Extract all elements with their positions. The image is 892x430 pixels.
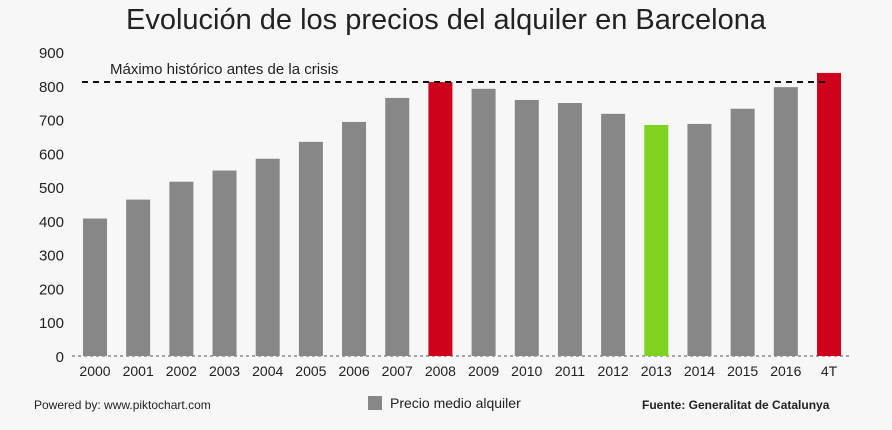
bar-2016 bbox=[773, 87, 798, 356]
bar-2013 bbox=[644, 124, 669, 357]
x-tick-label: 2008 bbox=[425, 363, 456, 379]
bar-4T bbox=[817, 72, 841, 356]
x-tick-label: 2007 bbox=[382, 363, 413, 379]
x-tick-label: 2006 bbox=[338, 363, 369, 379]
bar-2004 bbox=[255, 158, 280, 356]
legend-swatch bbox=[368, 396, 382, 410]
bar-2010 bbox=[514, 99, 539, 356]
bar-2003 bbox=[212, 170, 237, 356]
bar-2006 bbox=[342, 121, 367, 356]
x-tick-label: 4T bbox=[821, 363, 838, 379]
y-tick-label: 100 bbox=[39, 315, 64, 332]
bar-2008 bbox=[428, 82, 453, 356]
y-tick-label: 500 bbox=[39, 180, 64, 197]
bar-2009 bbox=[471, 88, 496, 356]
bar-2014 bbox=[687, 123, 712, 357]
y-tick-label: 0 bbox=[56, 349, 64, 366]
legend-label: Precio medio alquiler bbox=[390, 395, 521, 411]
bar-2012 bbox=[601, 113, 626, 357]
y-tick-label: 800 bbox=[39, 79, 64, 96]
y-tick-label: 700 bbox=[39, 113, 64, 130]
bar-2015 bbox=[730, 108, 755, 356]
reference-line-label: Máximo histórico antes de la crisis bbox=[110, 61, 338, 78]
powered-by: Powered by: www.piktochart.com bbox=[34, 398, 211, 412]
x-tick-label: 2000 bbox=[79, 363, 110, 379]
x-tick-label: 2011 bbox=[555, 363, 585, 379]
x-tick-label: 2009 bbox=[468, 363, 499, 379]
x-tick-label: 2003 bbox=[209, 363, 240, 379]
x-tick-label: 2013 bbox=[641, 363, 672, 379]
x-tick-label: 2001 bbox=[123, 363, 154, 379]
x-tick-label: 2005 bbox=[295, 363, 326, 379]
x-tick-label: 2012 bbox=[598, 363, 629, 379]
bar-2000 bbox=[83, 218, 107, 356]
source: Fuente: Generalitat de Catalunya bbox=[642, 398, 830, 412]
legend: Precio medio alquiler bbox=[368, 395, 521, 411]
x-tick-label: 2016 bbox=[770, 363, 801, 379]
y-tick-label: 900 bbox=[39, 45, 64, 62]
bar-2001 bbox=[126, 199, 151, 356]
x-tick-label: 2002 bbox=[166, 363, 197, 379]
y-tick-label: 600 bbox=[39, 146, 64, 163]
bar-2007 bbox=[385, 97, 410, 356]
bar-2002 bbox=[169, 181, 194, 356]
x-tick-label: 2015 bbox=[727, 363, 758, 379]
y-tick-label: 300 bbox=[39, 248, 64, 265]
x-tick-label: 2010 bbox=[511, 363, 542, 379]
bar-2005 bbox=[298, 141, 323, 356]
y-tick-label: 200 bbox=[39, 281, 64, 298]
bar-2011 bbox=[557, 103, 582, 356]
x-tick-label: 2004 bbox=[252, 363, 283, 379]
y-tick-label: 400 bbox=[39, 214, 64, 231]
chart-title: Evolución de los precios del alquiler en… bbox=[126, 4, 766, 36]
x-tick-label: 2014 bbox=[684, 363, 715, 379]
